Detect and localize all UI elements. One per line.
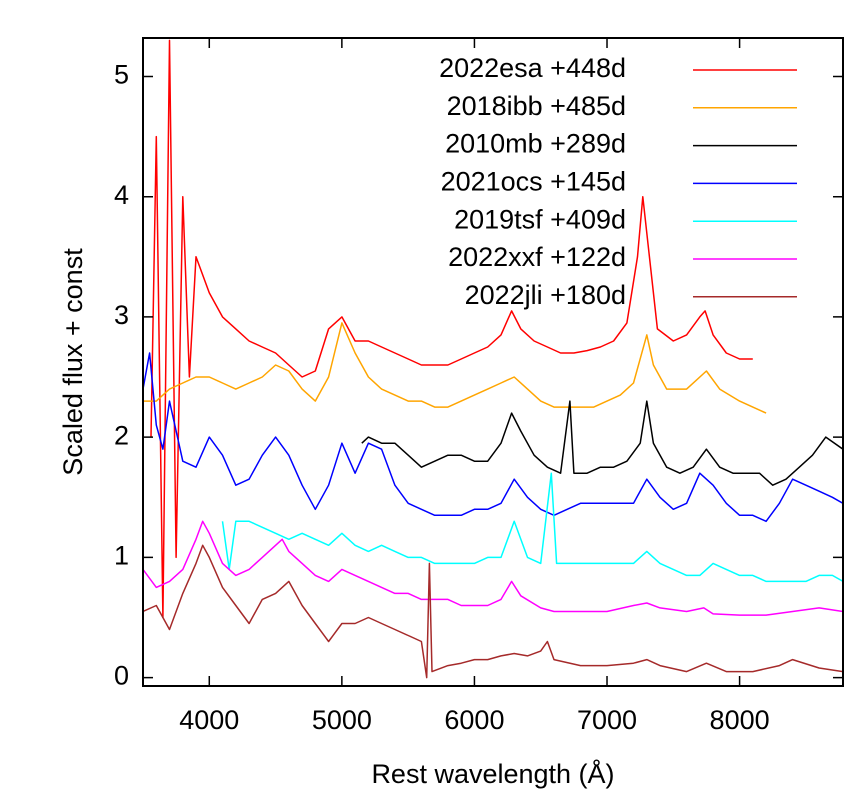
y-tick-label: 3 — [114, 300, 129, 330]
legend-label: 2021ocs +145d — [441, 167, 626, 197]
y-tick-label: 5 — [114, 60, 129, 90]
x-tick-label: 4000 — [179, 705, 239, 735]
x-axis-label: Rest wavelength (Å) — [371, 758, 614, 789]
y-tick-label: 0 — [114, 661, 129, 691]
y-axis-label: Scaled flux + const — [58, 248, 88, 476]
plot-area — [143, 39, 843, 679]
legend-label: 2018ibb +485d — [447, 91, 626, 121]
spectrum-line — [143, 322, 767, 414]
plot-frame — [142, 37, 844, 687]
spectrum-line — [143, 544, 843, 679]
x-tick-label: 8000 — [710, 705, 770, 735]
legend-label: 2022esa +448d — [439, 53, 626, 83]
y-tick-label: 1 — [114, 540, 129, 570]
spectrum-line — [143, 352, 843, 523]
legend-label: 2019tsf +409d — [454, 204, 626, 234]
x-tick-label: 7000 — [577, 705, 637, 735]
y-tick-label: 2 — [114, 420, 129, 450]
spectrum-line — [150, 39, 753, 619]
x-tick-label: 6000 — [444, 705, 504, 735]
legend-label: 2010mb +289d — [445, 129, 626, 159]
spectrum-line — [143, 520, 843, 616]
spectrum-line — [361, 400, 843, 486]
legend-label: 2022xxf +122d — [448, 242, 626, 272]
legend-label: 2022jli +180d — [465, 280, 626, 310]
spectrum-line — [221, 472, 843, 583]
y-tick-label: 4 — [114, 180, 129, 210]
x-tick-label: 5000 — [312, 705, 372, 735]
